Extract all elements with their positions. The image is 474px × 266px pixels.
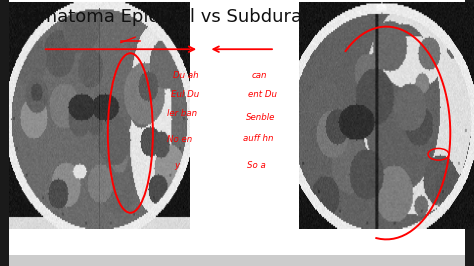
Text: ent Du: ent Du xyxy=(248,90,277,99)
Text: No en: No en xyxy=(167,135,192,144)
Text: y: y xyxy=(174,161,180,170)
Text: can: can xyxy=(251,72,267,81)
Text: Du ah: Du ah xyxy=(173,72,199,81)
Bar xyxy=(9,255,465,266)
Text: Hematoma Epidural vs Subdural: Hematoma Epidural vs Subdural xyxy=(15,8,307,26)
Text: Senble: Senble xyxy=(246,113,275,122)
Text: Eul Du: Eul Du xyxy=(171,90,199,99)
Text: ler ban: ler ban xyxy=(167,109,197,118)
Text: auff hn: auff hn xyxy=(243,134,273,143)
Text: So a: So a xyxy=(247,161,266,170)
